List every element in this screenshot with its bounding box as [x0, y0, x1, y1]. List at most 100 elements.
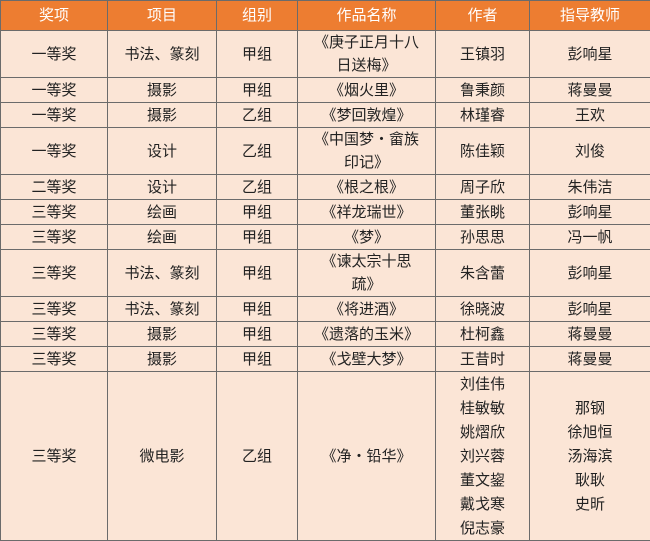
table-row: 二等奖设计乙组《根之根》周子欣朱伟洁	[1, 175, 650, 200]
award-cell: 三等奖	[1, 297, 108, 322]
teacher-name: 冯一帆	[534, 225, 646, 249]
author-name: 王镇羽	[440, 42, 525, 66]
title-cell: 《根之根》	[298, 175, 436, 200]
column-header-group: 组别	[217, 1, 298, 31]
teachers-cell: 冯一帆	[530, 225, 650, 250]
teacher-name: 史昕	[534, 492, 646, 516]
authors-cell: 董张眺	[436, 200, 530, 225]
category-cell: 设计	[108, 175, 217, 200]
author-name: 杜柯鑫	[440, 322, 525, 346]
teacher-name: 那钢	[534, 396, 646, 420]
author-name: 刘兴蓉	[440, 444, 525, 468]
teachers-cell: 那钢徐旭恒汤海滨耿耿史昕	[530, 372, 650, 541]
title-text: 《中国梦・畲族印记》	[313, 128, 421, 174]
author-name: 董张眺	[440, 200, 525, 224]
table-row: 一等奖书法、篆刻甲组《庚子正月十八日送梅》王镇羽彭响星	[1, 31, 650, 78]
title-cell: 《祥龙瑞世》	[298, 200, 436, 225]
title-text: 《遗落的玉米》	[302, 323, 431, 346]
group-cell: 甲组	[217, 297, 298, 322]
award-cell: 三等奖	[1, 225, 108, 250]
award-cell: 三等奖	[1, 250, 108, 297]
title-cell: 《梦》	[298, 225, 436, 250]
teacher-name: 彭响星	[534, 200, 646, 224]
teacher-name: 朱伟洁	[534, 175, 646, 199]
authors-cell: 陈佳颖	[436, 128, 530, 175]
title-text: 《净・铅华》	[302, 445, 431, 468]
group-cell: 甲组	[217, 78, 298, 103]
column-header-teacher: 指导教师	[530, 1, 650, 31]
teacher-name: 彭响星	[534, 42, 646, 66]
title-text: 《根之根》	[302, 176, 431, 199]
authors-cell: 林瑾睿	[436, 103, 530, 128]
award-cell: 二等奖	[1, 175, 108, 200]
teachers-cell: 彭响星	[530, 297, 650, 322]
authors-cell: 刘佳伟桂敏敏姚熠欣刘兴蓉董文鋆戴戈寒倪志豪	[436, 372, 530, 541]
authors-cell: 徐晓波	[436, 297, 530, 322]
title-cell: 《净・铅华》	[298, 372, 436, 541]
award-cell: 一等奖	[1, 103, 108, 128]
category-cell: 摄影	[108, 78, 217, 103]
teachers-cell: 朱伟洁	[530, 175, 650, 200]
column-header-award: 奖项	[1, 1, 108, 31]
header-row: 奖项项目组别作品名称作者指导教师	[1, 1, 650, 31]
column-header-category: 项目	[108, 1, 217, 31]
teachers-cell: 彭响星	[530, 31, 650, 78]
group-cell: 乙组	[217, 372, 298, 541]
title-cell: 《将进酒》	[298, 297, 436, 322]
award-cell: 三等奖	[1, 322, 108, 347]
table-row: 三等奖摄影甲组《戈壁大梦》王昔时蒋曼曼	[1, 347, 650, 372]
title-text: 《谏太宗十思疏》	[313, 250, 421, 296]
authors-cell: 周子欣	[436, 175, 530, 200]
teachers-cell: 刘俊	[530, 128, 650, 175]
group-cell: 甲组	[217, 31, 298, 78]
title-cell: 《戈壁大梦》	[298, 347, 436, 372]
author-name: 徐晓波	[440, 297, 525, 321]
author-name: 周子欣	[440, 175, 525, 199]
title-cell: 《中国梦・畲族印记》	[298, 128, 436, 175]
authors-cell: 孙思思	[436, 225, 530, 250]
author-name: 刘佳伟	[440, 372, 525, 396]
group-cell: 乙组	[217, 128, 298, 175]
group-cell: 甲组	[217, 322, 298, 347]
column-header-author: 作者	[436, 1, 530, 31]
award-cell: 三等奖	[1, 347, 108, 372]
group-cell: 甲组	[217, 347, 298, 372]
award-cell: 一等奖	[1, 78, 108, 103]
teachers-cell: 彭响星	[530, 200, 650, 225]
teacher-name: 蒋曼曼	[534, 322, 646, 346]
category-cell: 绘画	[108, 225, 217, 250]
award-cell: 一等奖	[1, 128, 108, 175]
category-cell: 摄影	[108, 322, 217, 347]
group-cell: 甲组	[217, 250, 298, 297]
teacher-name: 汤海滨	[534, 444, 646, 468]
author-name: 孙思思	[440, 225, 525, 249]
teacher-name: 彭响星	[534, 261, 646, 285]
title-cell: 《遗落的玉米》	[298, 322, 436, 347]
author-name: 林瑾睿	[440, 103, 525, 127]
column-header-title: 作品名称	[298, 1, 436, 31]
title-text: 《庚子正月十八日送梅》	[313, 31, 421, 77]
teacher-name: 彭响星	[534, 297, 646, 321]
award-cell: 三等奖	[1, 372, 108, 541]
author-name: 倪志豪	[440, 516, 525, 540]
category-cell: 书法、篆刻	[108, 250, 217, 297]
award-cell: 三等奖	[1, 200, 108, 225]
category-cell: 微电影	[108, 372, 217, 541]
teacher-name: 王欢	[534, 103, 646, 127]
table-row: 三等奖绘画甲组《祥龙瑞世》董张眺彭响星	[1, 200, 650, 225]
teachers-cell: 蒋曼曼	[530, 322, 650, 347]
title-cell: 《梦回敦煌》	[298, 103, 436, 128]
table-row: 三等奖绘画甲组《梦》孙思思冯一帆	[1, 225, 650, 250]
table-row: 三等奖摄影甲组《遗落的玉米》杜柯鑫蒋曼曼	[1, 322, 650, 347]
author-name: 姚熠欣	[440, 420, 525, 444]
category-cell: 绘画	[108, 200, 217, 225]
title-cell: 《谏太宗十思疏》	[298, 250, 436, 297]
title-text: 《戈壁大梦》	[302, 348, 431, 371]
teachers-cell: 蒋曼曼	[530, 78, 650, 103]
title-cell: 《烟火里》	[298, 78, 436, 103]
teacher-name: 刘俊	[534, 139, 646, 163]
title-text: 《将进酒》	[302, 298, 431, 321]
table-row: 一等奖摄影甲组《烟火里》鲁秉颜蒋曼曼	[1, 78, 650, 103]
authors-cell: 朱含蕾	[436, 250, 530, 297]
